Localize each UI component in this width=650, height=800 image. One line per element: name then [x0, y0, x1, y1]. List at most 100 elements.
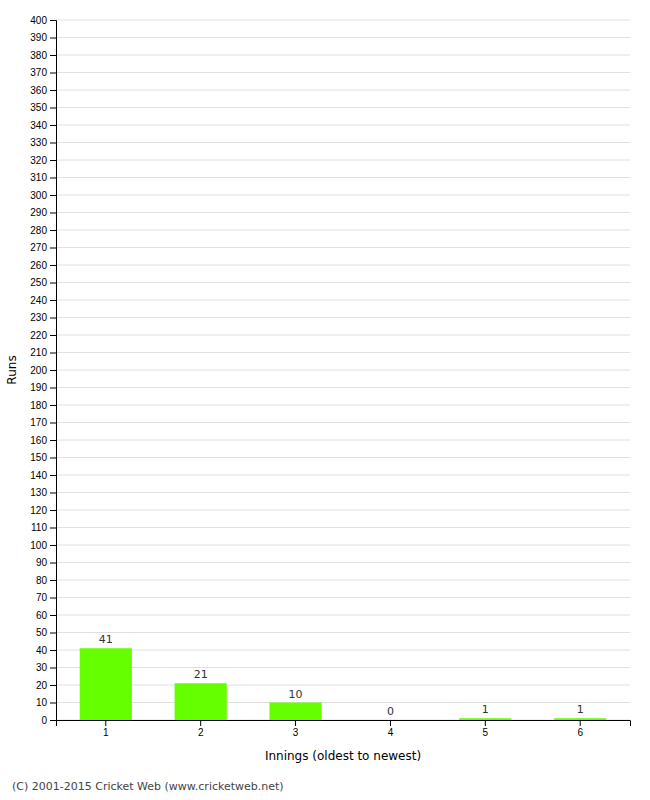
tick-label: 240 — [30, 295, 47, 306]
grid-line — [56, 580, 630, 581]
grid-line — [56, 230, 630, 231]
y-axis-label: Runs — [5, 355, 19, 384]
grid-line — [56, 142, 630, 143]
tick: 90 — [36, 557, 56, 568]
x-axis: 123456 — [57, 720, 631, 738]
tick: 1 — [103, 720, 109, 738]
axis-line — [50, 21, 57, 721]
tick-mark — [50, 55, 56, 56]
tick-mark — [50, 38, 56, 39]
tick-mark — [50, 230, 56, 231]
tick-label: 160 — [30, 435, 47, 446]
bar — [80, 648, 132, 720]
grid-line — [56, 492, 630, 493]
tick-label: 80 — [36, 575, 48, 586]
tick: 230 — [30, 312, 56, 323]
tick-mark — [50, 580, 56, 581]
tick-mark — [50, 423, 56, 424]
tick-label: 130 — [30, 487, 47, 498]
tick-label: 380 — [30, 50, 47, 61]
tick-label: 340 — [30, 120, 47, 131]
bar — [459, 718, 511, 720]
grid-line — [56, 125, 630, 126]
tick: 290 — [30, 207, 56, 218]
tick-mark — [50, 143, 56, 144]
tick: 40 — [36, 645, 56, 656]
tick: 120 — [30, 505, 56, 516]
tick-label: 370 — [30, 67, 47, 78]
tick: 170 — [30, 417, 56, 428]
tick-mark — [50, 720, 56, 721]
tick-mark — [50, 475, 56, 476]
tick-label: 220 — [30, 330, 47, 341]
tick: 250 — [30, 277, 56, 288]
tick-mark — [50, 440, 56, 441]
tick-label: 90 — [36, 557, 48, 568]
grid-line — [56, 195, 630, 196]
tick-label: 200 — [30, 365, 47, 376]
tick-mark — [50, 90, 56, 91]
tick-mark — [50, 20, 56, 21]
tick-label: 390 — [30, 32, 47, 43]
grid-line — [56, 300, 630, 301]
grid-line — [56, 422, 630, 423]
tick-mark — [50, 195, 56, 196]
plot: 4121100110102030405060708090100110120130… — [30, 15, 630, 738]
tick: 3 — [293, 720, 299, 738]
tick-label: 70 — [36, 592, 48, 603]
tick: 80 — [36, 575, 56, 586]
grid-line — [56, 370, 630, 371]
tick-label: 300 — [30, 190, 47, 201]
grid-line — [56, 387, 630, 388]
tick-label: 120 — [30, 505, 47, 516]
tick-mark — [50, 265, 56, 266]
tick: 100 — [30, 540, 56, 551]
tick-label: 3 — [293, 727, 299, 738]
tick-label: 270 — [30, 242, 47, 253]
tick: 140 — [30, 470, 56, 481]
tick-label: 0 — [41, 715, 47, 726]
grid — [56, 20, 630, 720]
x-axis-label: Innings (oldest to newest) — [265, 749, 421, 763]
grid-line — [56, 177, 630, 178]
tick: 270 — [30, 242, 56, 253]
grid-line — [56, 352, 630, 353]
tick-label: 5 — [483, 727, 489, 738]
tick-label: 190 — [30, 382, 47, 393]
tick-mark — [50, 510, 56, 511]
tick-mark — [50, 563, 56, 564]
tick: 160 — [30, 435, 56, 446]
grid-line — [56, 510, 630, 511]
annotation: (C) 2001-2015 Cricket Web (www.cricketwe… — [12, 780, 284, 793]
tick-label: 1 — [103, 727, 109, 738]
tick: 70 — [36, 592, 56, 603]
grid-line — [56, 37, 630, 38]
tick-mark — [580, 720, 581, 726]
bar — [554, 718, 606, 720]
tick: 300 — [30, 190, 56, 201]
tick: 310 — [30, 172, 56, 183]
tick-mark — [50, 668, 56, 669]
grid-line — [56, 72, 630, 73]
tick-mark — [105, 720, 106, 726]
tick-mark — [50, 528, 56, 529]
grid-line — [56, 440, 630, 441]
bar — [269, 703, 321, 721]
tick-mark — [50, 335, 56, 336]
tick: 340 — [30, 120, 56, 131]
tick: 50 — [36, 627, 56, 638]
grid-line — [56, 457, 630, 458]
tick-mark — [200, 720, 201, 726]
tick-label: 400 — [30, 15, 47, 26]
tick: 280 — [30, 225, 56, 236]
tick: 260 — [30, 260, 56, 271]
data-label: 1 — [482, 703, 489, 716]
tick-mark — [50, 213, 56, 214]
tick-label: 6 — [577, 727, 583, 738]
tick-mark — [50, 248, 56, 249]
grid-line — [56, 685, 630, 686]
tick: 240 — [30, 295, 56, 306]
tick-mark — [50, 598, 56, 599]
tick: 5 — [483, 720, 489, 738]
tick-mark — [50, 108, 56, 109]
